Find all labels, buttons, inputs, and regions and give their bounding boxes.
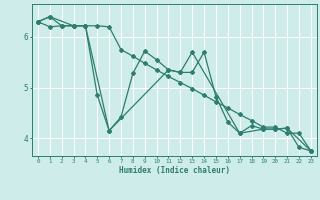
X-axis label: Humidex (Indice chaleur): Humidex (Indice chaleur) xyxy=(119,166,230,175)
